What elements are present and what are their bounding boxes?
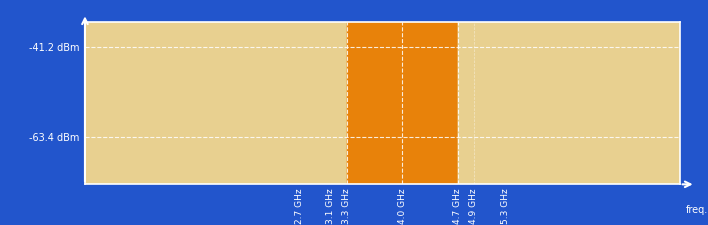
Text: -63.4 dBm: -63.4 dBm — [28, 133, 79, 142]
Text: -41.2 dBm: -41.2 dBm — [28, 43, 79, 53]
Text: freq.: freq. — [685, 204, 708, 214]
